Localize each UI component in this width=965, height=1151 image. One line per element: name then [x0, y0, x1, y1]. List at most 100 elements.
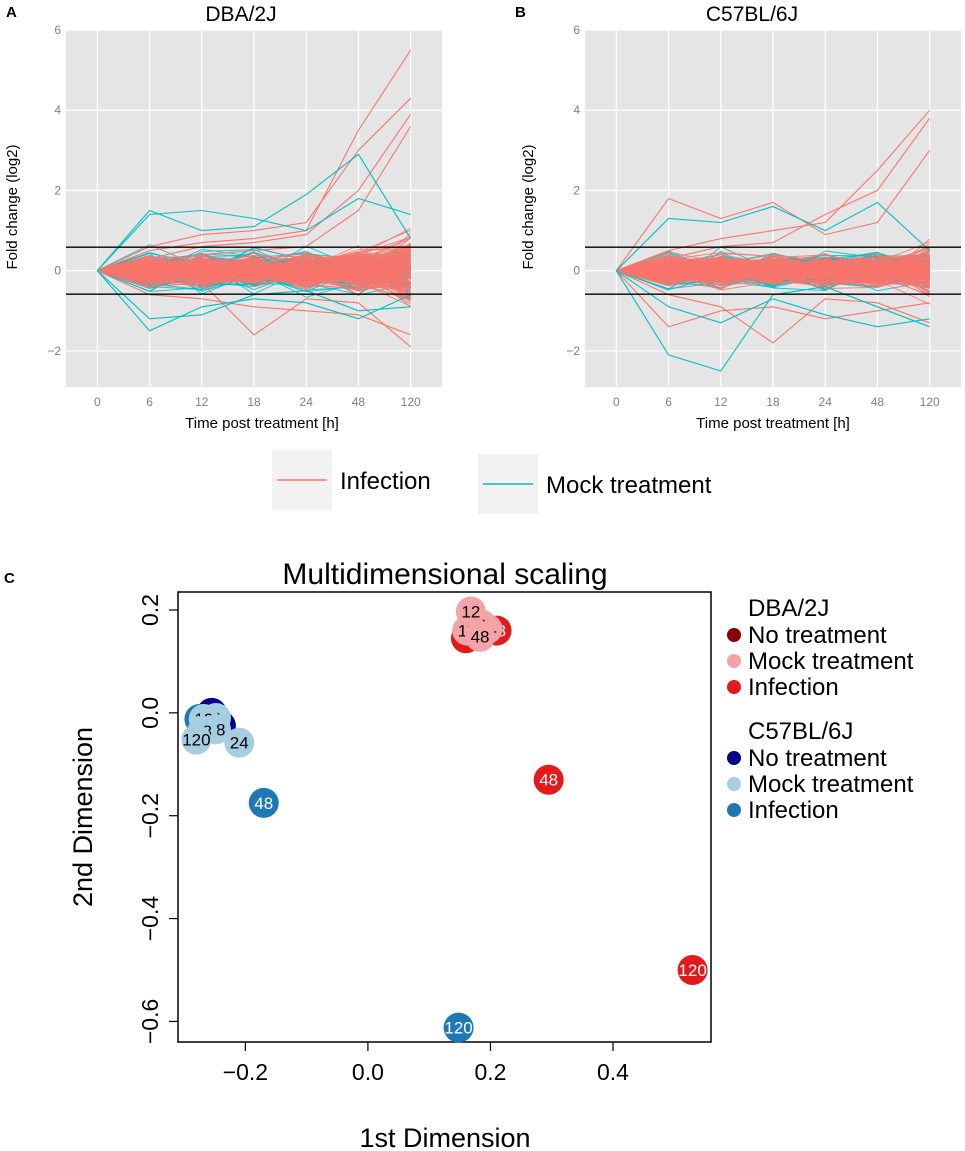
mds-point-label: 24 — [230, 734, 249, 753]
mds-point-label: 12 — [461, 603, 480, 622]
mds-point — [677, 955, 708, 985]
mds-legend-marker — [727, 680, 741, 694]
mds-legend-label: Mock treatment — [748, 648, 914, 675]
mds-plot-frame — [177, 591, 712, 1043]
panel-a-letter: A — [6, 4, 17, 21]
mds-xlabel: 1st Dimension — [359, 1123, 530, 1151]
panel-a-extreme-series-line — [96, 153, 412, 272]
panel-b-ytick-label: 0 — [573, 264, 580, 278]
panel-b-series-line — [616, 261, 930, 286]
panel-b-series-line — [616, 254, 930, 272]
panel-b-series-line — [616, 263, 930, 288]
panel-a-ylabel: Fold change (log2) — [4, 144, 21, 269]
mds-legend-label: Infection — [748, 674, 839, 701]
panel-b-xtick-label: 18 — [766, 395, 780, 409]
panel-a-series-line — [97, 258, 411, 288]
panel-a-series-line — [97, 260, 411, 283]
panel-a-xlabel: Time post treatment [h] — [185, 415, 339, 432]
panel-b-series-line — [616, 248, 930, 278]
mds-legend-marker — [727, 803, 741, 817]
panel-a-ytick-label: −2 — [47, 344, 61, 358]
panel-c-letter: C — [4, 570, 15, 587]
mds-title: Multidimensional scaling — [282, 558, 607, 591]
panel-b-series-line — [616, 255, 930, 284]
mds-xtick-label: 0.4 — [597, 1059, 629, 1085]
panel-a-series-line — [97, 257, 411, 280]
panel-b-xtick-label: 6 — [665, 395, 672, 409]
panel-a-xtick-label: 12 — [195, 395, 209, 409]
panel-b-series-line — [616, 261, 930, 272]
panel-b-extreme-series-line — [616, 109, 931, 272]
mds-legend-marker — [727, 654, 741, 668]
panel-c: C Multidimensional scaling −0.2 0.0 0.2 0.4… — [4, 558, 914, 1151]
mds-point — [465, 621, 496, 652]
mds-legend-header: DBA/2J — [748, 595, 829, 622]
panel-b-series-line — [616, 256, 930, 305]
panel-b-series-line — [616, 264, 930, 277]
panel-b-series-line — [616, 260, 930, 283]
panel-b-letter: B — [515, 4, 526, 21]
panel-a-series-line — [97, 258, 411, 284]
panel-a-series-lines — [96, 49, 412, 348]
mds-point-label: 48 — [471, 628, 490, 647]
panel-a-extreme-series-line — [97, 126, 412, 272]
mds-ytick-label: −0.2 — [137, 793, 163, 838]
mds-legend-label: Infection — [748, 797, 839, 824]
line-legend: Infection Mock treatment — [272, 450, 712, 514]
panel-b-series-lines — [615, 109, 931, 372]
panel-b-title: C57BL/6J — [706, 3, 798, 26]
mds-point-label: 120 — [444, 1019, 472, 1038]
mds-legend-label: Mock treatment — [748, 771, 914, 798]
panel-a-extreme-series-line — [96, 270, 411, 332]
panel-b-xtick-label: 12 — [714, 395, 728, 409]
mds-ytick-label: 0.0 — [137, 697, 163, 729]
mds-point-label: 120 — [678, 961, 706, 980]
mds-xtick-label: 0.0 — [352, 1059, 384, 1085]
mds-point-label: 48 — [254, 794, 273, 813]
mds-point-label: 48 — [539, 771, 558, 790]
panel-b-series-line — [616, 266, 930, 283]
panel-a-extreme-series-line — [97, 49, 412, 272]
panel-b-series-line — [616, 258, 930, 275]
panel-b-ylabel: Fold change (log2) — [520, 144, 537, 269]
mds-legend-marker — [727, 751, 741, 765]
mds-ytick-label: 0.2 — [137, 594, 163, 626]
panel-b-ytick-label: 2 — [573, 183, 580, 197]
panel-b-xtick-label: 120 — [920, 395, 940, 409]
panel-b-series-line — [616, 253, 930, 280]
mds-point — [455, 596, 486, 627]
panel-b-series-line — [616, 270, 930, 283]
panel-a-xtick-label: 48 — [352, 395, 366, 409]
panel-a-ytick-label: 0 — [54, 264, 61, 278]
panel-a-extreme-series-line — [97, 270, 412, 348]
mds-legend-marker — [727, 777, 741, 791]
panel-a-xtick-label: 0 — [94, 395, 101, 409]
panel-b-xlabel: Time post treatment [h] — [696, 415, 850, 432]
panel-a-series-line — [97, 257, 411, 280]
panel-a-xtick-label: 18 — [247, 395, 261, 409]
mds-xtick-label: 0.2 — [474, 1059, 506, 1085]
panel-b-series-line — [616, 259, 930, 281]
mds-legend-marker — [727, 628, 741, 642]
panel-a-ytick-label: 4 — [54, 103, 61, 117]
mds-legend-label: No treatment — [748, 745, 887, 772]
panel-a-ytick-label: 2 — [54, 183, 61, 197]
mds-ytick-label: −0.6 — [137, 999, 163, 1044]
panel-b-xtick-label: 0 — [613, 395, 620, 409]
legend-label-mock: Mock treatment — [546, 472, 712, 499]
panel-b-extreme-series-line — [615, 270, 930, 328]
mds-point — [224, 727, 255, 758]
panel-b-ytick-label: 6 — [573, 23, 580, 37]
mds-point — [443, 1012, 474, 1043]
panel-b-xtick-label: 48 — [871, 395, 885, 409]
mds-legend-label: No treatment — [748, 622, 887, 649]
panel-a-extreme-series-line — [97, 113, 412, 272]
panel-a-title: DBA/2J — [205, 3, 276, 26]
panel-a-series-line — [97, 259, 411, 294]
panel-b-extreme-series-line — [615, 201, 931, 272]
